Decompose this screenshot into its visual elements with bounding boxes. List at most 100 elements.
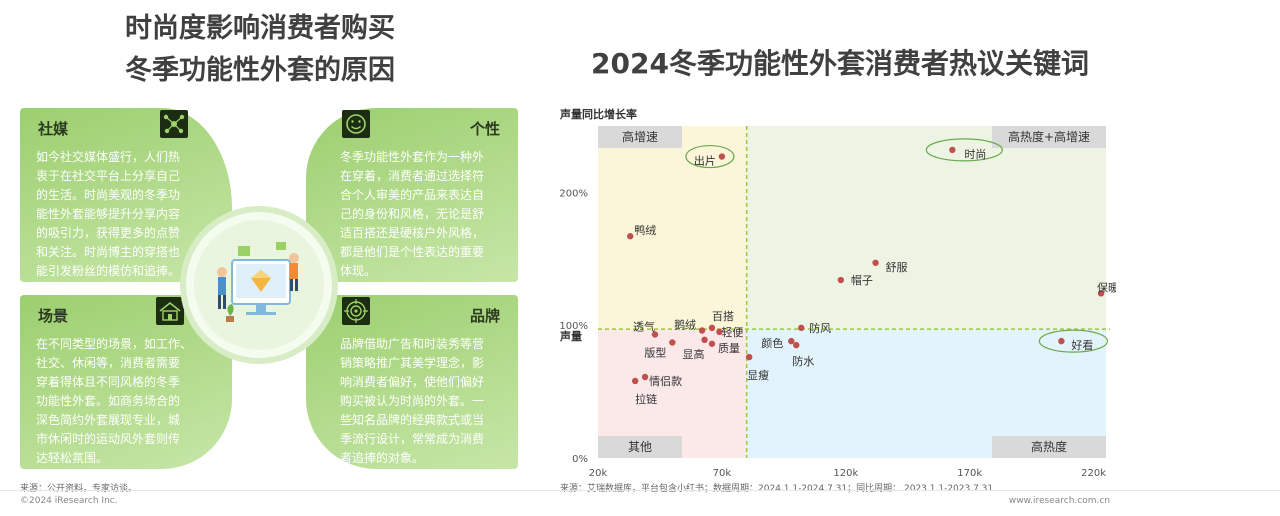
footer-copyright: ©2024 iResearch Inc.	[20, 496, 118, 506]
text-line: 衷于在社交平台上分享自己	[36, 169, 181, 183]
left-title-line1: 时尚度影响消费者购买	[125, 13, 395, 44]
quadrant-label-box	[992, 126, 1106, 148]
text-line: 和关注。时尚博主的穿搭也	[36, 245, 181, 259]
data-point	[627, 233, 634, 240]
x-tick-label: 170k	[957, 468, 982, 479]
text-line: 冬季功能性外套作为一种外	[340, 150, 485, 164]
point-label: 质量	[718, 342, 740, 355]
text-line: 些知名品牌的经典款式或当	[340, 413, 485, 427]
left-title: 时尚度影响消费者购买 冬季功能性外套的原因	[60, 8, 460, 92]
data-point	[698, 327, 706, 334]
text-line: 适百搭还是硬核户外风格，	[340, 226, 485, 240]
data-point	[1058, 337, 1065, 345]
footer-divider	[0, 490, 1280, 491]
point-label: 防水	[792, 354, 814, 368]
x-tick-label: 70k	[713, 468, 732, 479]
quadrant-brand: 品牌 品牌借助广告和时装秀等营 销策略推广其美学理念，影 响消费者偏好，使他们偏…	[306, 295, 518, 469]
data-point	[837, 276, 845, 284]
data-point	[716, 328, 723, 336]
point-label: 轻便	[721, 325, 743, 339]
text-line: 品牌借助广告和时装秀等营	[340, 337, 485, 351]
x-tick-label: 220k	[1081, 468, 1106, 479]
y-tick-label: 200%	[559, 188, 588, 199]
x-tick-label: 120k	[833, 468, 858, 479]
chart-title: 2024冬季功能性外套消费者热议关键词	[591, 47, 1089, 80]
quadrant-scene-title: 场景	[38, 307, 69, 325]
left-title-line2: 冬季功能性外套的原因	[125, 55, 395, 86]
text-line: 的吸引力，获得更多的点赞	[36, 226, 181, 240]
point-label: 透气	[633, 319, 655, 333]
point-label: 显瘦	[747, 368, 769, 382]
text-line: 深色简约外套展现专业，城	[36, 413, 181, 427]
quadrant-label-top-left: 高增速	[622, 129, 658, 144]
quadrant-label-box	[598, 126, 682, 148]
quadrant-personality: 个性 冬季功能性外套作为一种外 在穿着，消费者通过选择符 合个人审美的产品来表达…	[306, 108, 518, 282]
quadrant-brand-title: 品牌	[469, 307, 500, 325]
data-point	[793, 341, 800, 349]
data-point	[718, 153, 726, 160]
text-line: 季流行设计，常常成为消费	[340, 432, 485, 446]
network-icon	[160, 110, 188, 138]
point-label: 保暖	[1097, 280, 1116, 294]
point-label: 版型	[644, 345, 666, 359]
text-line: 购买被认为时尚的外套。一	[340, 394, 485, 408]
text-line: 体现。	[340, 264, 377, 278]
y-tick-label: 100%	[559, 321, 588, 332]
quadrant-scene-text: 在不同类型的场景，如工作、 社交、休闲等，消费者需要 穿着得体且不同风格的冬季 …	[36, 335, 192, 468]
point-label: 时尚	[964, 147, 986, 161]
quadrant-label-bottom-right: 高热度	[1031, 439, 1067, 454]
highlight-ellipse	[925, 138, 1003, 162]
quadrant-personality-text: 冬季功能性外套作为一种外 在穿着，消费者通过选择符 合个人审美的产品来表达自 己…	[340, 148, 484, 281]
point-label: 情侣款	[649, 374, 682, 388]
data-point	[651, 331, 659, 338]
y-axis-label: 声量同比增长率	[559, 107, 637, 121]
data-point	[708, 324, 716, 332]
point-label: 显高	[683, 347, 705, 361]
text-line: 市休闲时的运动风外套则传	[36, 432, 181, 446]
point-label: 鸭绒	[634, 224, 656, 237]
text-line: 己的身份和风格，无论是舒	[340, 207, 485, 221]
quadrant-label-bottom-left: 其他	[628, 440, 652, 454]
chart-source: 来源：艾瑞数据库，平台包含小红书；数据周期：2024.1.1-2024.7.31…	[560, 484, 994, 494]
text-line: 者追捧的对象。	[340, 451, 425, 465]
quadrant-social: 社媒 如今社交媒体盛行，人们热 衷于在社交平台上分享自己 的生活。时尚美观的冬季…	[20, 108, 232, 282]
text-line: 响消费者偏好，使他们偏好	[340, 375, 485, 389]
data-point	[708, 340, 716, 347]
point-label: 百搭	[712, 310, 734, 323]
data-point	[798, 324, 805, 332]
smiley-icon	[342, 110, 370, 138]
point-label: 拉链	[635, 392, 657, 406]
data-point	[641, 373, 649, 381]
quadrant-personality-title: 个性	[469, 120, 500, 138]
data-point	[1097, 290, 1105, 297]
left-source: 来源：公开资料，专家访谈。	[20, 484, 138, 494]
text-line: 在穿着，消费者通过选择符	[340, 169, 485, 183]
point-label: 帽子	[851, 274, 873, 287]
text-line: 在不同类型的场景，如工作、	[36, 337, 193, 351]
point-label: 鹅绒	[674, 318, 696, 332]
quadrant-label-top-right: 高热度+高增速	[1008, 129, 1090, 144]
highlight-ellipse	[1038, 329, 1108, 353]
text-line: 都是他们是个性表达的重要	[340, 245, 485, 259]
quadrant-bg-top-right	[746, 126, 1106, 330]
point-label: 颜色	[761, 336, 783, 350]
text-line: 合个人审美的产品来表达自	[340, 188, 485, 202]
text-line: 达轻松氛围。	[36, 451, 109, 465]
text-line: 销策略推广其美学理念，影	[340, 356, 485, 370]
target-icon	[342, 297, 370, 325]
text-line: 能引发粉丝的模仿和追捧。	[36, 264, 181, 278]
text-line: 如今社交媒体盛行，人们热	[36, 150, 181, 164]
data-point	[949, 146, 956, 154]
point-label: 防风	[809, 321, 831, 335]
point-label: 舒服	[886, 260, 908, 274]
point-label: 好看	[1071, 338, 1093, 352]
data-point	[745, 353, 753, 361]
y-tick-label: 0%	[572, 454, 588, 465]
data-point	[872, 259, 879, 266]
text-line: 穿着得体且不同风格的冬季	[36, 375, 181, 389]
data-point	[788, 337, 795, 345]
x-axis-label: 声量	[559, 329, 582, 343]
text-line: 的生活。时尚美观的冬季功	[36, 188, 181, 202]
data-point	[669, 339, 676, 346]
